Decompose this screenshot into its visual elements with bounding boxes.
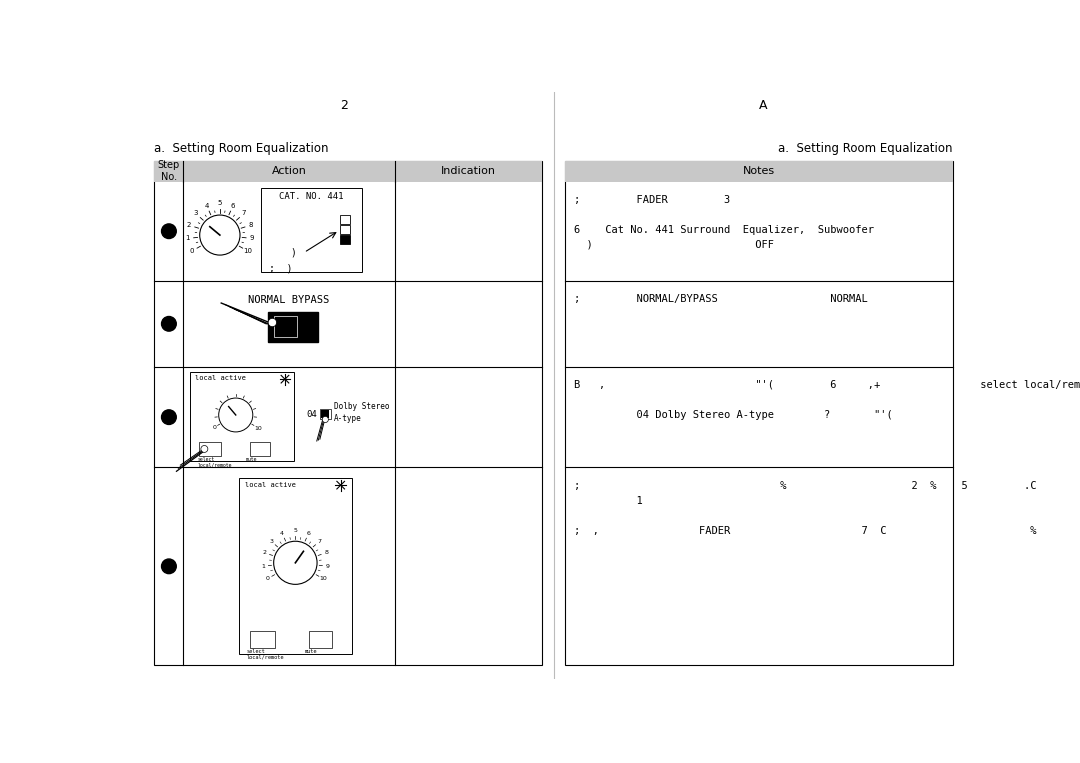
Text: NORMAL BYPASS: NORMAL BYPASS [248,295,329,304]
Bar [251,442,270,456]
Text: ;         NORMAL/BYPASS                  NORMAL: ; NORMAL/BYPASS NORMAL [575,294,868,304]
Bar [339,215,350,224]
Text: 6: 6 [231,202,235,208]
Bar [565,161,953,182]
Bar [274,316,297,337]
Text: ;         FADER         3: ; FADER 3 [575,195,731,204]
Text: Notes: Notes [743,166,775,176]
Text: mute: mute [245,456,257,462]
Text: 2: 2 [187,222,191,228]
Bar [154,161,542,182]
Bar [565,161,953,665]
Text: 10: 10 [320,577,327,581]
Text: mute: mute [305,649,318,654]
Circle shape [200,215,240,255]
Text: 4: 4 [204,202,208,208]
Text: 9: 9 [249,236,255,241]
Text: 7: 7 [242,211,246,217]
Text: 5: 5 [218,200,222,206]
Bar [261,188,362,272]
Text: 1: 1 [261,564,265,568]
Text: 6: 6 [307,531,311,536]
Text: 04: 04 [306,410,316,419]
Text: local active: local active [195,375,246,382]
Bar [309,631,333,649]
Circle shape [268,318,276,327]
Circle shape [162,559,176,574]
Text: Step
No.: Step No. [158,160,180,182]
Text: a.  Setting Room Equalization: a. Setting Room Equalization [154,142,329,155]
Text: 2: 2 [340,99,348,112]
Text: 04 Dolby Stereo A-type        ?       "'(: 04 Dolby Stereo A-type ? "'( [575,410,893,420]
Text: 3: 3 [269,539,273,544]
Bar [322,410,329,418]
Text: 0: 0 [189,248,194,254]
Text: 9: 9 [326,564,329,568]
Text: 4: 4 [280,531,284,536]
Text: Dolby Stereo
A-type: Dolby Stereo A-type [334,402,389,423]
Bar [154,161,542,665]
Bar [268,312,319,342]
Circle shape [162,410,176,424]
Text: 8: 8 [324,550,328,555]
Text: select
local/remote: select local/remote [247,649,284,660]
Circle shape [162,317,176,331]
Bar [339,236,350,244]
Circle shape [218,398,253,432]
Bar [190,372,294,462]
Bar [239,478,352,655]
Text: select
local/remote: select local/remote [198,456,232,468]
Circle shape [162,224,176,239]
Bar [320,409,330,420]
Text: local active: local active [245,482,296,488]
Bar [251,631,274,649]
Bar [199,442,220,456]
Text: 2: 2 [262,550,267,555]
Text: 1: 1 [186,236,190,241]
Text: 3: 3 [193,211,198,217]
Circle shape [322,417,328,423]
Text: 8: 8 [248,222,253,228]
Text: Indication: Indication [441,166,496,176]
Bar [339,225,350,234]
Circle shape [201,446,207,452]
Text: 5: 5 [294,528,297,533]
Text: )                          OFF: ) OFF [575,240,774,250]
Text: a.  Setting Room Equalization: a. Setting Room Equalization [778,142,953,155]
Text: ;  ): ; ) [269,263,293,273]
Text: A: A [758,99,767,112]
Text: CAT. NO. 441: CAT. NO. 441 [279,192,343,201]
Text: 6    Cat No. 441 Surround  Equalizer,  Subwoofer: 6 Cat No. 441 Surround Equalizer, Subwoo… [575,225,875,235]
Text: 0: 0 [266,577,269,581]
Text: 10: 10 [244,248,253,254]
Text: 0: 0 [213,425,216,430]
Text: 1: 1 [575,495,644,506]
Circle shape [273,541,318,584]
Text: 10: 10 [255,426,262,430]
Text: 7: 7 [318,539,322,544]
Text: ;                                %                    2  %    5         .C: ; % 2 % 5 .C [575,481,1037,491]
Text: ): ) [291,247,296,258]
Text: Action: Action [271,166,307,176]
Text: ;  ,                FADER                     7  C                       %: ; , FADER 7 C % [575,526,1037,536]
Text: B   ,                        "'(         6     ,+                select local/re: B , "'( 6 ,+ select local/re [575,380,1080,390]
